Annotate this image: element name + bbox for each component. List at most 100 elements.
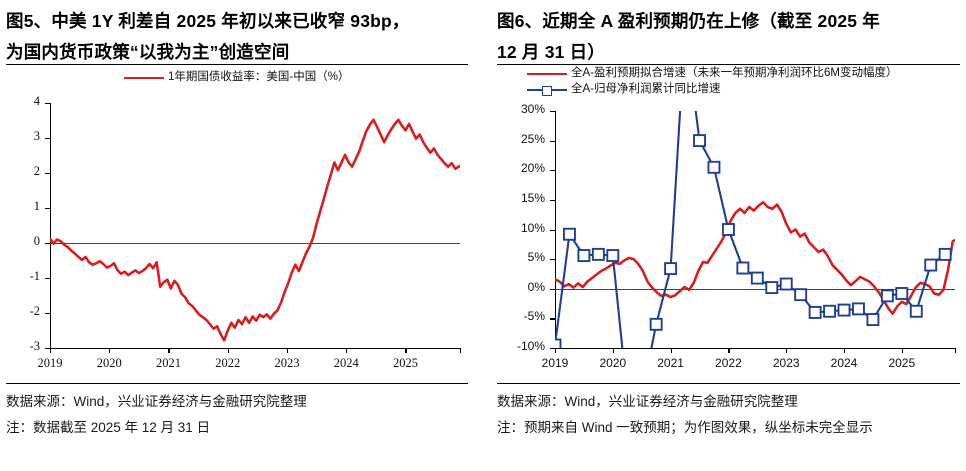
series-marker bbox=[693, 134, 706, 148]
left-plot-area: -3 -2 -1 0 1 2 3 4 2019 2020 2021 2022 2023 2024 2025 bbox=[30, 94, 462, 370]
series-marker bbox=[808, 305, 822, 319]
series-marker bbox=[938, 247, 952, 261]
x-axis-line bbox=[50, 348, 460, 350]
series-marker bbox=[852, 302, 865, 316]
left-title-divider bbox=[6, 64, 468, 65]
right-figure-title-line2: 12 月 31 日） bbox=[497, 42, 606, 62]
series-marker bbox=[750, 271, 764, 285]
series-marker bbox=[736, 261, 750, 275]
legend-label-earnings-forecast: 全A-盈利预期拟合增速（未来一年预期净利润环比6M变动幅度） bbox=[571, 67, 898, 79]
y-axis-tick-label: 0 bbox=[33, 234, 40, 248]
y-axis-tick bbox=[45, 243, 50, 245]
y-axis-tick bbox=[550, 259, 555, 261]
series-marker bbox=[895, 287, 909, 300]
series-line-1 bbox=[555, 111, 947, 348]
y-axis-tick bbox=[45, 138, 50, 140]
series-marker bbox=[880, 289, 894, 303]
series-marker bbox=[765, 281, 779, 295]
x-axis-tick-label: 2025 bbox=[888, 356, 916, 370]
y-axis-tick bbox=[550, 348, 555, 350]
zero-baseline bbox=[555, 288, 955, 290]
legend-line-blue-square-icon bbox=[527, 85, 567, 96]
x-axis-tick bbox=[50, 348, 52, 353]
left-note-text: 注：数据截至 2025 年 12 月 31 日 bbox=[6, 420, 211, 435]
series-line-0 bbox=[50, 118, 460, 342]
x-axis-end-tick bbox=[955, 348, 957, 353]
x-axis-tick bbox=[555, 348, 557, 353]
series-marker bbox=[555, 338, 562, 348]
right-chart-legend: 全A-盈利预期拟合增速（未来一年预期净利润环比6M变动幅度） 全A-归母净利润累… bbox=[527, 67, 897, 99]
series-canvas bbox=[50, 118, 460, 342]
x-axis-tick bbox=[670, 348, 672, 353]
left-source-text: 数据来源：Wind，兴业证券经济与金融研究院整理 bbox=[6, 394, 307, 409]
x-axis-tick bbox=[227, 348, 229, 353]
x-axis-tick-label: 2019 bbox=[541, 356, 569, 370]
x-axis-tick-label: 2022 bbox=[715, 356, 742, 370]
y-axis-tick-label: -5% bbox=[523, 309, 545, 324]
legend-line-red-icon bbox=[124, 76, 164, 79]
left-figure-title: 图5、中美 1Y 利差自 2025 年初以来已收窄 93bp， 为国内货币政策“… bbox=[6, 0, 468, 64]
x-axis-tick bbox=[286, 348, 289, 353]
y-axis-tick bbox=[45, 313, 50, 315]
series-marker bbox=[606, 249, 620, 263]
y-axis-tick bbox=[45, 278, 50, 280]
right-chart: 全A-盈利预期拟合增速（未来一年预期净利润环比6M变动幅度） 全A-归母净利润累… bbox=[497, 65, 960, 383]
series-marker bbox=[866, 313, 880, 327]
right-figure-title-line1: 图6、近期全 A 盈利预期仍在上修（截至 2025 年 bbox=[497, 11, 880, 31]
x-axis-tick-label: 2023 bbox=[772, 356, 800, 370]
series-marker bbox=[577, 249, 591, 263]
left-bottom-divider bbox=[6, 383, 468, 384]
y-axis-tick-label: 0% bbox=[527, 279, 545, 294]
y-axis-tick-label: 30% bbox=[520, 102, 545, 116]
x-axis-tick bbox=[109, 348, 111, 353]
series-marker bbox=[924, 258, 938, 272]
x-axis-tick-label: 2020 bbox=[96, 356, 122, 370]
x-axis-tick bbox=[728, 348, 730, 353]
x-axis-tick-label: 2023 bbox=[274, 356, 300, 370]
y-axis-tick-label: -10% bbox=[516, 339, 545, 353]
left-figure-title-line2: 为国内货币政策“以我为主”创造空间 bbox=[6, 42, 290, 62]
y-axis-tick-label: -1 bbox=[29, 269, 40, 283]
legend-item-net-profit-yoy: 全A-归母净利润累计同比增速 bbox=[527, 83, 897, 96]
series-marker bbox=[707, 160, 721, 174]
y-axis-tick-label: 15% bbox=[520, 190, 545, 205]
left-figure-panel: 图5、中美 1Y 利差自 2025 年初以来已收窄 93bp， 为国内货币政策“… bbox=[0, 0, 478, 471]
y-axis-tick bbox=[45, 173, 50, 175]
right-figure-panel: 图6、近期全 A 盈利预期仍在上修（截至 2025 年 12 月 31 日） 全… bbox=[487, 0, 966, 471]
x-axis-tick-label: 2021 bbox=[657, 356, 684, 370]
x-axis-line bbox=[555, 348, 955, 350]
left-chart-legend: 1年期国债收益率：美国-中国（%） bbox=[124, 71, 349, 87]
legend-label-net-profit-yoy: 全A-归母净利润累计同比增速 bbox=[571, 83, 721, 95]
y-axis-tick-label: 5% bbox=[527, 250, 545, 265]
y-axis-line bbox=[555, 111, 557, 348]
y-axis-tick-label: 3 bbox=[33, 129, 40, 143]
right-footer: 数据来源：Wind，兴业证券经济与金融研究院整理 注：预期来自 Wind 一致预… bbox=[497, 384, 960, 441]
right-plot-area: -10% -5% 0% 5% 10% 15% 20% 25% 30% 2019 2020 2021 20… bbox=[517, 102, 957, 370]
y-axis-tick bbox=[45, 348, 50, 350]
right-bottom-divider bbox=[497, 383, 960, 384]
zero-baseline bbox=[50, 243, 460, 245]
y-axis-tick bbox=[550, 288, 555, 290]
x-axis-tick bbox=[612, 348, 614, 353]
series-marker bbox=[649, 317, 663, 331]
left-figure-title-line1: 图5、中美 1Y 利差自 2025 年初以来已收窄 93bp， bbox=[6, 11, 410, 31]
series-marker bbox=[721, 223, 735, 236]
y-axis-tick-label: 25% bbox=[520, 131, 545, 146]
x-axis-tick-label: 2024 bbox=[333, 356, 359, 370]
right-note-text: 注：预期来自 Wind 一致预期；为作图效果，纵坐标未完全显示 bbox=[497, 420, 873, 435]
series-marker bbox=[909, 304, 923, 318]
y-axis-tick-label: 1 bbox=[33, 199, 40, 213]
x-axis-tick-label: 2024 bbox=[830, 356, 858, 370]
y-axis-tick-label: 10% bbox=[520, 220, 545, 235]
x-axis-tick bbox=[405, 348, 407, 353]
right-source-text: 数据来源：Wind，兴业证券经济与金融研究院整理 bbox=[497, 394, 798, 409]
panel-separator bbox=[478, 0, 487, 471]
y-axis-tick bbox=[550, 318, 555, 320]
series-marker bbox=[779, 277, 793, 291]
y-axis-tick bbox=[550, 199, 555, 202]
right-title-divider bbox=[497, 64, 960, 65]
x-axis-tick bbox=[844, 348, 846, 353]
series-marker bbox=[591, 247, 605, 261]
legend-item-earnings-forecast: 全A-盈利预期拟合增速（未来一年预期净利润环比6M变动幅度） bbox=[527, 67, 897, 80]
